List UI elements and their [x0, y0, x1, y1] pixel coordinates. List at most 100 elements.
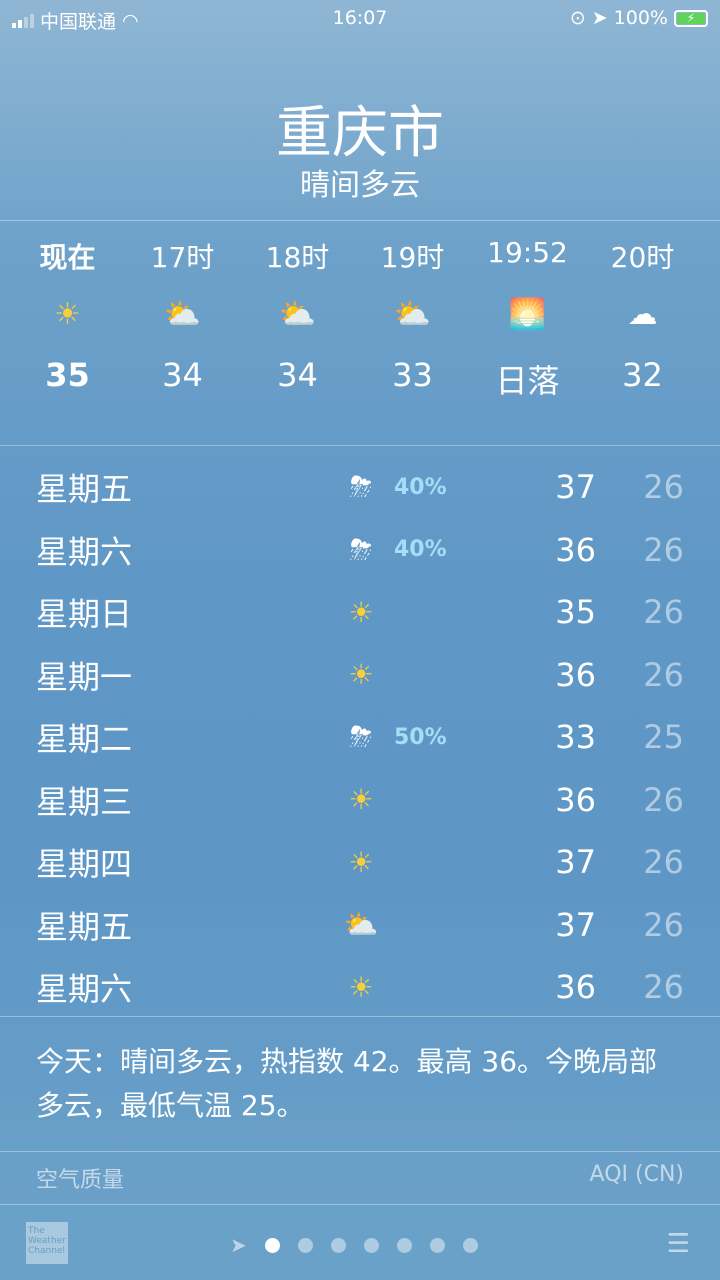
hour-label: 20时: [610, 241, 675, 274]
moon-cloud-icon: ☁: [627, 297, 658, 332]
current-condition: 晴间多云: [300, 168, 420, 203]
hour-temp: 32: [622, 356, 663, 394]
day-name: 星期五: [36, 907, 133, 946]
day-name: 星期二: [36, 720, 133, 759]
battery-percent: 100%: [613, 7, 668, 29]
high-temp: 36: [555, 655, 596, 694]
thunderstorm-icon: ⛈: [349, 470, 373, 504]
precip-chance: 50%: [394, 724, 447, 750]
sun-icon: ☀: [348, 845, 374, 879]
low-temp: 26: [643, 843, 684, 882]
page-dot[interactable]: [363, 1237, 379, 1253]
carrier: 中国联通: [40, 11, 117, 33]
hour-label: 19时: [380, 241, 445, 274]
weather-channel-logo[interactable]: The Weather Channel: [26, 1222, 68, 1264]
sunset-icon: 🌅: [508, 297, 547, 332]
wifi-icon: ◠: [122, 9, 139, 32]
day-name: 星期五: [36, 470, 133, 509]
high-temp: 36: [555, 530, 596, 569]
hour-temp: 34: [277, 356, 318, 394]
daily-row: 星期六 ⛈ 40% 36 26: [36, 519, 684, 582]
low-temp: 26: [643, 530, 684, 569]
partly-cloudy-icon: ⛅: [163, 297, 202, 332]
high-temp: 33: [555, 718, 596, 757]
hour-temp: 34: [162, 356, 203, 394]
low-temp: 25: [643, 718, 684, 757]
daily-row: 星期日 ☀ 35 26: [36, 581, 684, 644]
hourly-forecast[interactable]: 现在 ☀ 35 17时 ⛅ 34 18时 ⛅ 34 19时 ⛅ 33 19:52…: [10, 236, 710, 402]
sun-icon: ☀: [348, 595, 374, 629]
divider: [0, 220, 720, 221]
sun-icon: ☀: [348, 783, 374, 817]
thunderstorm-icon: ⛈: [349, 720, 373, 754]
city-list-icon[interactable]: ☰: [666, 1229, 690, 1259]
partly-cloudy-icon: ⛅: [278, 297, 317, 332]
low-temp: 26: [643, 968, 684, 1007]
today-summary: 今天：晴间多云，热指数 42。最高 36。今晚局部多云，最低气温 25。: [36, 1045, 658, 1122]
day-name: 星期日: [36, 595, 133, 634]
hourly-item: 20时 ☁ 32: [585, 236, 700, 402]
clock: 16:07: [332, 7, 388, 29]
hour-temp: 35: [45, 356, 90, 394]
partly-cloudy-icon: ⛅: [343, 908, 379, 942]
hourly-item: 17时 ⛅ 34: [125, 236, 240, 402]
precip-chance: 40%: [394, 537, 447, 563]
thunderstorm-icon: ⛈: [349, 532, 373, 566]
low-temp: 26: [643, 468, 684, 507]
hourly-item: 18时 ⛅ 34: [240, 236, 355, 402]
page-dot[interactable]: [429, 1237, 445, 1253]
low-temp: 26: [643, 655, 684, 694]
hourly-item: 现在 ☀ 35: [10, 236, 125, 402]
day-name: 星期六: [36, 970, 133, 1009]
footer-toolbar: The Weather Channel ➤ ☰: [0, 1204, 720, 1280]
sun-icon: ☀: [348, 658, 374, 692]
day-name: 星期四: [36, 845, 133, 884]
hour-temp: 日落: [495, 362, 560, 400]
daily-row: 星期五 ⛈ 40% 37 26: [36, 456, 684, 519]
divider: [0, 1151, 720, 1152]
high-temp: 37: [555, 843, 596, 882]
rotation-lock-icon: ⊙: [569, 7, 586, 29]
high-temp: 37: [555, 905, 596, 944]
page-dot[interactable]: [396, 1237, 412, 1253]
air-quality-header: 空气质量 AQI (CN): [36, 1162, 684, 1194]
daily-row: 星期二 ⛈ 50% 33 25: [36, 706, 684, 769]
sun-icon: ☀: [54, 297, 81, 332]
sun-icon: ☀: [348, 970, 374, 1004]
divider: [0, 445, 720, 446]
battery-charging-icon: ⚡: [674, 9, 708, 27]
hour-label: 17时: [150, 241, 215, 274]
signal-icon: [12, 13, 34, 28]
partly-cloudy-icon: ⛅: [393, 297, 432, 332]
day-name: 星期一: [36, 657, 133, 696]
daily-row: 星期一 ☀ 36 26: [36, 644, 684, 707]
location-icon: ➤: [591, 7, 608, 29]
hourly-item: 19时 ⛅ 33: [355, 236, 470, 402]
low-temp: 26: [643, 780, 684, 819]
day-name: 星期六: [36, 532, 133, 571]
page-dot[interactable]: [462, 1237, 478, 1253]
high-temp: 36: [555, 780, 596, 819]
low-temp: 26: [643, 905, 684, 944]
page-dot[interactable]: [330, 1237, 346, 1253]
hour-label: 19:52: [487, 236, 568, 269]
hour-label: 18时: [265, 241, 330, 274]
high-temp: 35: [555, 593, 596, 632]
day-name: 星期三: [36, 782, 133, 821]
location-arrow-icon: ➤: [230, 1233, 247, 1257]
divider: [0, 1016, 720, 1017]
daily-forecast[interactable]: 星期五 ⛈ 40% 37 26 星期六 ⛈ 40% 36 26 星期日 ☀ 35…: [36, 456, 684, 1019]
city-name: 重庆市: [276, 101, 444, 166]
daily-row: 星期三 ☀ 36 26: [36, 769, 684, 832]
daily-row: 星期五 ⛅ 37 26: [36, 894, 684, 957]
aqi-label: AQI (CN): [589, 1162, 684, 1187]
low-temp: 26: [643, 593, 684, 632]
hour-temp: 33: [392, 356, 433, 394]
hour-label: 现在: [39, 241, 96, 274]
daily-row: 星期四 ☀ 37 26: [36, 831, 684, 894]
daily-row: 星期六 ☀ 36 26: [36, 956, 684, 1019]
page-dot[interactable]: [264, 1237, 280, 1253]
high-temp: 37: [555, 468, 596, 507]
page-indicator[interactable]: ➤: [230, 1233, 478, 1257]
page-dot[interactable]: [297, 1237, 313, 1253]
